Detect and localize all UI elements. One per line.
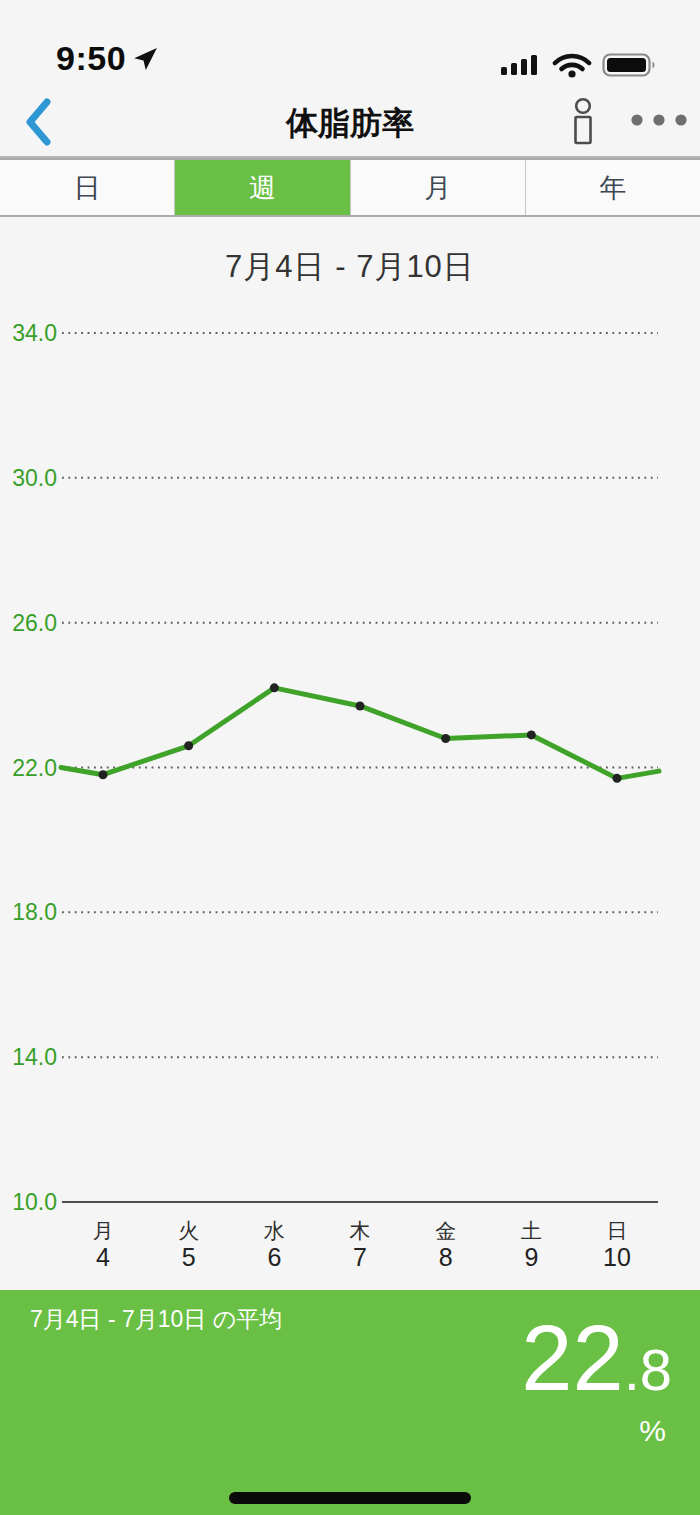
average-value-integer: 22 bbox=[521, 1310, 623, 1407]
status-left: 9:50 bbox=[56, 39, 158, 78]
data-point-marker bbox=[184, 741, 193, 750]
x-tick-weekday: 金 bbox=[435, 1219, 456, 1242]
y-tick-label: 26.0 bbox=[12, 610, 57, 636]
x-tick-weekday: 火 bbox=[178, 1219, 199, 1242]
data-point-marker bbox=[99, 770, 108, 779]
average-label: 7月4日 - 7月10日 の平均 bbox=[30, 1304, 282, 1335]
tab-month[interactable]: 月 bbox=[351, 160, 526, 215]
x-tick-weekday: 月 bbox=[93, 1219, 114, 1242]
cellular-signal-icon bbox=[500, 53, 542, 77]
ellipsis-icon bbox=[627, 104, 695, 136]
x-tick-day: 5 bbox=[182, 1243, 196, 1271]
profile-info-icon bbox=[570, 94, 596, 152]
average-value: 22 .8 bbox=[521, 1310, 672, 1407]
data-point-marker bbox=[270, 683, 279, 692]
x-tick-day: 10 bbox=[603, 1243, 631, 1271]
home-indicator[interactable] bbox=[229, 1492, 471, 1504]
status-time: 9:50 bbox=[56, 39, 126, 78]
profile-info-button[interactable] bbox=[570, 94, 596, 152]
nav-bar: 体脂肪率 bbox=[0, 90, 700, 158]
period-segmented-control: 日 週 月 年 bbox=[0, 158, 700, 217]
y-tick-label: 22.0 bbox=[12, 755, 57, 781]
data-point-marker bbox=[613, 774, 622, 783]
status-right bbox=[500, 52, 658, 78]
y-tick-label: 10.0 bbox=[12, 1189, 57, 1215]
x-tick-day: 8 bbox=[439, 1243, 453, 1271]
data-point-marker bbox=[356, 701, 365, 710]
location-arrow-icon bbox=[134, 47, 158, 71]
status-bar: 9:50 bbox=[0, 0, 700, 90]
wifi-icon bbox=[552, 52, 592, 78]
series-line bbox=[61, 688, 659, 779]
y-tick-label: 14.0 bbox=[12, 1044, 57, 1070]
x-tick-weekday: 日 bbox=[607, 1219, 628, 1242]
average-summary-panel: 7月4日 - 7月10日 の平均 22 .8 % bbox=[0, 1290, 700, 1515]
x-tick-day: 4 bbox=[96, 1243, 110, 1271]
x-tick-weekday: 木 bbox=[350, 1219, 371, 1242]
y-tick-label: 18.0 bbox=[12, 899, 57, 925]
battery-icon bbox=[602, 52, 658, 78]
more-options-button[interactable] bbox=[627, 104, 695, 136]
y-tick-label: 34.0 bbox=[12, 320, 57, 346]
average-value-decimal: .8 bbox=[624, 1336, 672, 1403]
data-point-marker bbox=[441, 734, 450, 743]
chart-svg: 34.0 30.0 26.0 22.0 18.0 14.0 10.0 月4 火5 水6 木7 金8 土9… bbox=[0, 300, 700, 1290]
chart-date-range-title: 7月4日 - 7月10日 bbox=[0, 246, 700, 288]
x-tick-day: 9 bbox=[524, 1243, 538, 1271]
tab-day[interactable]: 日 bbox=[0, 160, 175, 215]
average-unit: % bbox=[639, 1414, 666, 1448]
y-tick-label: 30.0 bbox=[12, 465, 57, 491]
x-tick-day: 6 bbox=[267, 1243, 281, 1271]
x-tick-weekday: 水 bbox=[264, 1219, 285, 1242]
x-tick-day: 7 bbox=[353, 1243, 367, 1271]
x-tick-weekday: 土 bbox=[521, 1219, 542, 1242]
tab-week[interactable]: 週 bbox=[175, 160, 350, 215]
app-screen: 9:50 bbox=[0, 0, 700, 1515]
tab-year[interactable]: 年 bbox=[526, 160, 700, 215]
data-point-marker bbox=[527, 730, 536, 739]
